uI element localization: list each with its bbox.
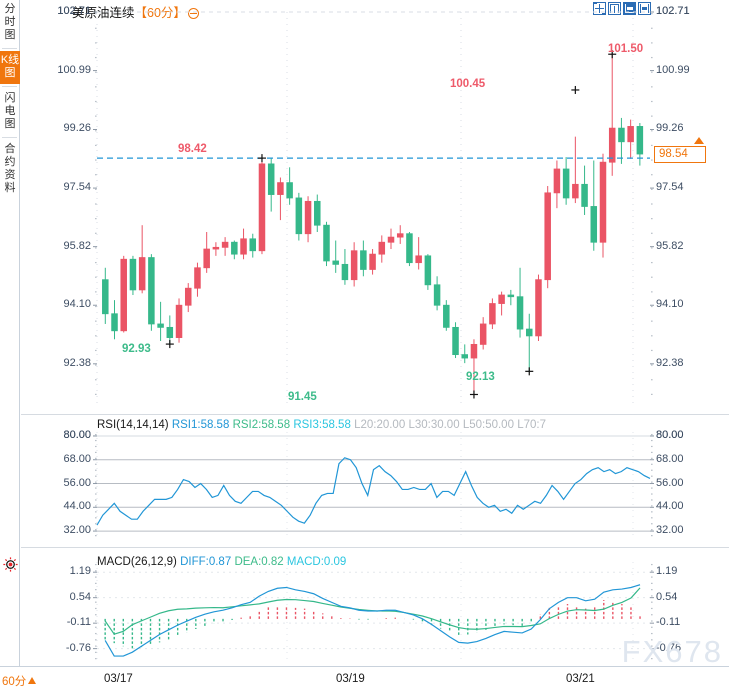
triangle-up-icon (28, 677, 37, 684)
pane-divider (21, 414, 729, 415)
price-axis-tick-right: 94.10 (656, 298, 684, 311)
minus-circle-icon[interactable] (187, 8, 199, 19)
rsi-axis-tick-right: 56.00 (656, 476, 684, 489)
sidebar-divider (2, 48, 17, 49)
macd-axis-tick-right: 0.54 (656, 590, 678, 603)
price-axis-tick-right: 100.99 (656, 63, 690, 76)
annotation-low-92-93: 92.93 (122, 343, 151, 355)
macd-diff-value: DIFF:0.87 (180, 556, 232, 568)
rsi-axis-tick-right: 44.00 (656, 500, 684, 513)
rsi1-value: RSI1:58.58 (171, 419, 230, 431)
rsi-pane[interactable] (21, 415, 729, 548)
rsi-axis-tick-right: 68.00 (656, 452, 684, 465)
rsi-axis-tick-left: 44.00 (63, 500, 91, 513)
rsi-indicator-name: RSI(14,14,14) (97, 419, 169, 431)
annotation-level-98-42: 98.42 (178, 143, 207, 155)
price-axis-tick-left: 92.38 (63, 356, 91, 369)
brightness-icon[interactable] (3, 557, 18, 572)
sidebar-item-contract-info[interactable]: 合约资料 (4, 143, 16, 194)
price-axis-tick-right: 92.38 (656, 356, 684, 369)
bottom-time-axis: 60分 03/17 03/19 03/21 (0, 666, 729, 698)
macd-pane[interactable] (21, 548, 729, 665)
annotation-high-101-50: 101.50 (608, 43, 644, 55)
annotation-low-91-45: 91.45 (288, 391, 317, 403)
rsi-chart-svg (93, 432, 654, 539)
price-axis-tick-left: 97.54 (63, 181, 91, 194)
period-badge[interactable]: 60分 (2, 673, 37, 689)
price-axis-tick-right: 97.54 (656, 181, 684, 194)
macd-axis-tick-right: -0.76 (656, 641, 682, 654)
price-axis-tick-left: 99.26 (63, 122, 91, 135)
macd-axis-tick-right: 1.19 (656, 565, 678, 578)
rsi-l70-value: L70:7 (517, 419, 546, 431)
macd-chart-svg (93, 562, 654, 660)
left-sidebar: 分时图 K线图 闪电图 合约资料 (0, 0, 20, 678)
macd-dea-value: DEA:0.82 (234, 556, 284, 568)
rsi-axis-tick-left: 56.00 (63, 476, 91, 489)
sidebar-divider (2, 86, 17, 87)
rsi-axis-tick-right: 80.00 (656, 428, 684, 441)
price-axis-tick-left: 102.71 (57, 5, 91, 17)
macd-indicator-name: MACD(26,12,9) (97, 556, 177, 568)
chart-canvas-area[interactable] (21, 0, 729, 698)
macd-axis-tick-right: -0.11 (656, 616, 681, 629)
symbol-name: 美原油连续 (72, 6, 135, 20)
macd-axis-tick-left: 1.19 (69, 565, 91, 578)
price-axis-tick-right: 102.71 (656, 5, 690, 17)
pane-divider (21, 547, 729, 548)
price-pane[interactable] (21, 0, 729, 415)
price-axis-tick-right: 99.26 (656, 122, 684, 135)
macd-axis-tick-left: 0.54 (69, 590, 91, 603)
last-price-tag[interactable]: 98.54 (654, 146, 706, 164)
rsi-l30-value: L30:30.00 (408, 419, 460, 431)
price-axis-tick-left: 95.82 (63, 239, 91, 252)
last-price-arrow (694, 137, 704, 145)
chart-title: 美原油连续【60分】 (72, 2, 199, 21)
date-label: 03/19 (336, 673, 365, 685)
rsi-l50-value: L50:50.00 (462, 419, 514, 431)
macd-macd-value: MACD:0.09 (286, 556, 347, 568)
rsi-axis-tick-left: 68.00 (63, 452, 91, 465)
sidebar-item-time-chart[interactable]: 分时图 (4, 3, 16, 41)
date-label: 03/21 (566, 673, 595, 685)
price-axis-tick-right: 102.71 (656, 5, 690, 17)
price-axis-tick-left: 100.99 (57, 63, 91, 76)
price-axis-tick-left: 102.71 (57, 5, 91, 17)
price-axis-tick-right: 95.82 (656, 239, 684, 252)
rsi-axis-tick-right: 80.00 (656, 428, 684, 441)
period-badge-label: 60分 (2, 676, 27, 688)
date-label: 03/17 (104, 673, 133, 685)
rsi-l20-value: L20:20.00 (354, 419, 406, 431)
annotation-high-100-45: 100.45 (450, 78, 486, 90)
rsi2-value: RSI2:58.58 (232, 419, 291, 431)
annotation-low-92-13: 92.13 (466, 371, 495, 383)
price-axis-tick-left: 94.10 (63, 298, 91, 311)
sidebar-item-kline-chart[interactable]: K线图 (0, 51, 20, 84)
sidebar-divider (2, 137, 17, 138)
rsi-axis-tick-left: 80.00 (63, 428, 91, 441)
rsi-axis-tick-left: 80.00 (63, 428, 91, 441)
rsi-legend: RSI(14,14,14) RSI1:58.58 RSI2:58.58 RSI3… (97, 419, 546, 431)
macd-axis-tick-left: -0.11 (66, 616, 91, 629)
rsi3-value: RSI3:58.58 (293, 419, 351, 431)
period-label: 【60分】 (134, 6, 186, 20)
sidebar-item-lightning-chart[interactable]: 闪电图 (4, 92, 16, 130)
price-chart-svg (93, 11, 654, 404)
macd-axis-tick-left: -0.76 (65, 641, 91, 654)
rsi-axis-tick-left: 32.00 (63, 524, 91, 537)
chart-toolbar (593, 2, 651, 15)
rsi-axis-tick-right: 32.00 (656, 524, 684, 537)
macd-legend: MACD(26,12,9) DIFF:0.87 DEA:0.82 MACD:0.… (97, 556, 346, 568)
